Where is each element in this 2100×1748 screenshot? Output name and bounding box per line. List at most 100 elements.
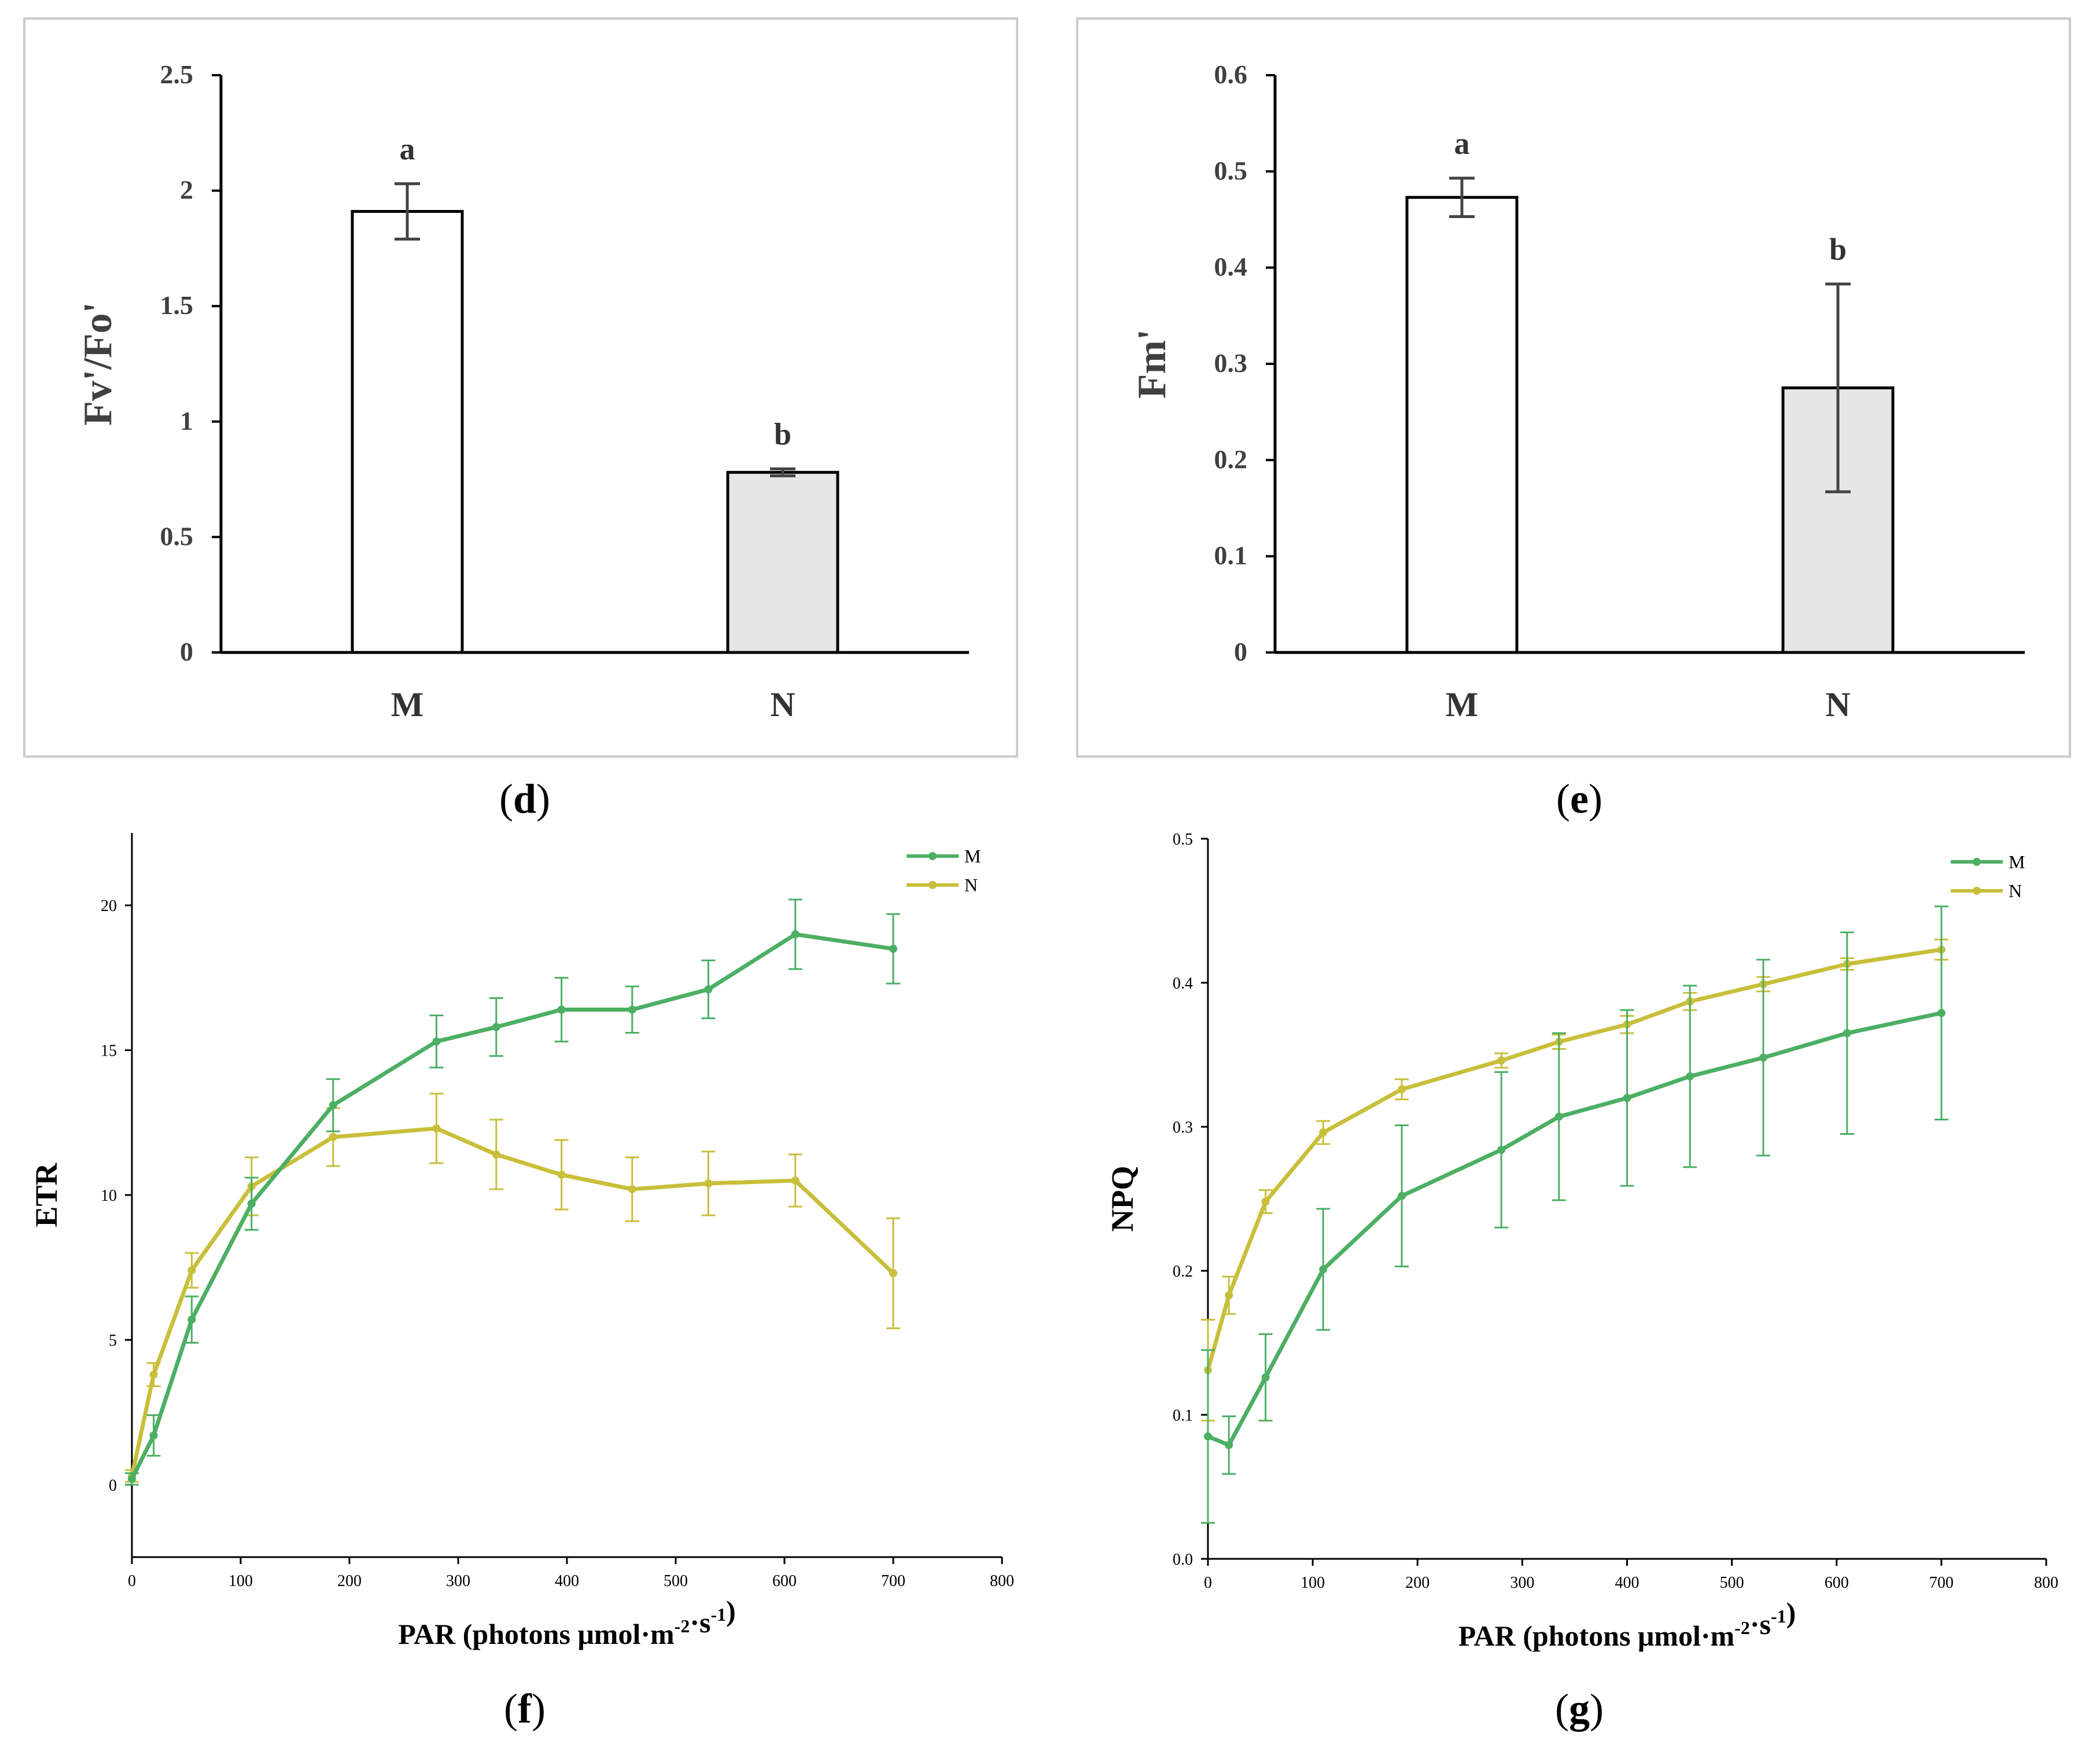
x-tick-label-f: 500 xyxy=(664,1572,688,1590)
y-tick-label-d: 0 xyxy=(180,637,193,666)
data-point-f-M xyxy=(149,1431,158,1440)
x-tick-label-d-M: M xyxy=(391,685,424,724)
y-tick-label-f: 15 xyxy=(101,1042,117,1060)
x-tick-label-g: 300 xyxy=(1510,1574,1534,1592)
x-tick-label-e-N: N xyxy=(1825,685,1850,724)
panel-d-frame xyxy=(23,17,1018,758)
data-point-f-N xyxy=(791,1176,800,1185)
data-point-f-M xyxy=(329,1101,337,1109)
legend-label-f-M: M xyxy=(964,846,981,866)
significance-letter-d-N: b xyxy=(774,417,791,452)
y-tick-label-g: 0.2 xyxy=(1173,1263,1193,1281)
data-point-g-M xyxy=(1843,1029,1851,1038)
data-point-f-N xyxy=(492,1150,500,1159)
data-point-f-M xyxy=(247,1200,256,1208)
significance-letter-e-N: b xyxy=(1829,232,1847,267)
panel-e-frame xyxy=(1076,17,2071,758)
x-tick-label-g: 400 xyxy=(1615,1574,1640,1592)
series-line-g-M xyxy=(1207,1011,1942,1447)
y-tick-label-g: 0.0 xyxy=(1173,1551,1193,1569)
y-tick-label-e: 0.4 xyxy=(1214,252,1248,282)
data-point-f-N xyxy=(432,1124,441,1133)
y-tick-label-g: 0.3 xyxy=(1173,1119,1193,1137)
data-point-g-M xyxy=(1225,1441,1233,1450)
y-tick-label-f: 5 xyxy=(109,1332,117,1349)
y-tick-label-d: 1.5 xyxy=(160,290,194,320)
y-tick-label-f: 0 xyxy=(109,1477,117,1495)
legend-label-g-M: M xyxy=(2009,851,2025,872)
y-tick-label-e: 0.6 xyxy=(1214,60,1248,89)
legend-label-g-N: N xyxy=(2009,880,2022,901)
data-point-g-M xyxy=(1204,1432,1212,1441)
panel-label-g: (g) xyxy=(1555,1686,1604,1732)
data-point-f-M xyxy=(628,1005,636,1014)
data-point-g-N xyxy=(1319,1128,1328,1137)
data-point-g-M xyxy=(1497,1145,1506,1154)
bar-d-M xyxy=(351,210,464,654)
x-tick-label-f: 300 xyxy=(446,1572,470,1590)
legend-marker-g-N xyxy=(1973,887,1981,895)
significance-letter-d-M: a xyxy=(400,132,415,167)
y-tick-label-e: 0 xyxy=(1234,637,1247,666)
y-tick-label-f: 10 xyxy=(101,1187,117,1205)
y-tick-label-d: 2 xyxy=(180,175,193,205)
data-point-g-N xyxy=(1497,1056,1506,1065)
y-tick-label-d: 0.5 xyxy=(160,521,194,551)
data-point-g-M xyxy=(1261,1373,1270,1382)
y-tick-label-e: 0.1 xyxy=(1214,541,1248,570)
panel-label-e: (e) xyxy=(1556,776,1602,822)
x-tick-label-d-N: N xyxy=(770,685,795,724)
x-tick-label-g: 200 xyxy=(1405,1574,1430,1592)
data-point-f-M xyxy=(492,1023,500,1031)
y-axis-label-e: Fm' xyxy=(1130,329,1174,399)
x-axis-label-g: PAR (photons μmol·m-2·s-1) xyxy=(1458,1596,1796,1652)
x-tick-label-g: 0 xyxy=(1204,1574,1212,1592)
x-tick-label-f: 200 xyxy=(337,1572,362,1590)
data-point-f-M xyxy=(128,1474,136,1483)
data-point-g-M xyxy=(1759,1053,1767,1062)
legend-marker-g-M xyxy=(1973,858,1981,866)
x-tick-label-g: 600 xyxy=(1825,1574,1849,1592)
x-tick-label-f: 700 xyxy=(881,1572,905,1590)
x-tick-label-g: 100 xyxy=(1300,1574,1325,1592)
data-point-g-M xyxy=(1398,1192,1406,1200)
x-tick-label-f: 0 xyxy=(128,1572,136,1590)
x-tick-label-f: 800 xyxy=(990,1572,1014,1590)
data-point-f-N xyxy=(187,1266,196,1275)
data-point-f-M xyxy=(704,985,713,994)
data-point-f-N xyxy=(704,1179,713,1188)
x-tick-label-e-M: M xyxy=(1446,685,1479,724)
data-point-f-M xyxy=(432,1037,441,1046)
data-point-f-N xyxy=(329,1133,337,1141)
y-tick-label-g: 0.1 xyxy=(1173,1407,1193,1425)
series-line-f-N xyxy=(130,1126,895,1477)
data-point-g-M xyxy=(1319,1265,1328,1274)
data-point-f-M xyxy=(557,1005,566,1014)
bar-d-N xyxy=(726,471,839,654)
x-tick-label-f: 400 xyxy=(555,1572,579,1590)
y-axis-label-f: ETR xyxy=(29,1162,64,1227)
y-tick-label-e: 0.5 xyxy=(1214,156,1248,185)
data-point-g-M xyxy=(1686,1072,1694,1080)
y-axis-label-d: Fv'/Fo' xyxy=(76,302,120,426)
data-point-g-N xyxy=(1225,1291,1233,1300)
series-line-f-M xyxy=(130,932,894,1480)
data-point-g-M xyxy=(1623,1094,1631,1102)
panel-label-f: (f) xyxy=(504,1686,546,1732)
bar-e-M xyxy=(1405,196,1519,654)
y-axis-label-g: NPQ xyxy=(1105,1166,1140,1232)
data-point-f-N xyxy=(628,1185,636,1193)
series-line-g-N xyxy=(1206,947,1942,1371)
data-point-f-N xyxy=(557,1170,566,1179)
y-tick-label-g: 0.5 xyxy=(1173,831,1193,849)
y-tick-label-d: 2.5 xyxy=(160,60,194,89)
y-tick-label-f: 20 xyxy=(101,897,117,915)
data-point-f-M xyxy=(791,930,800,939)
y-tick-label-g: 0.4 xyxy=(1173,975,1193,993)
data-point-g-M xyxy=(1937,1009,1946,1017)
significance-letter-e-M: a xyxy=(1454,126,1470,161)
y-tick-label-e: 0.2 xyxy=(1214,444,1248,474)
x-tick-label-g: 800 xyxy=(2034,1574,2058,1592)
legend-label-f-N: N xyxy=(964,875,978,895)
